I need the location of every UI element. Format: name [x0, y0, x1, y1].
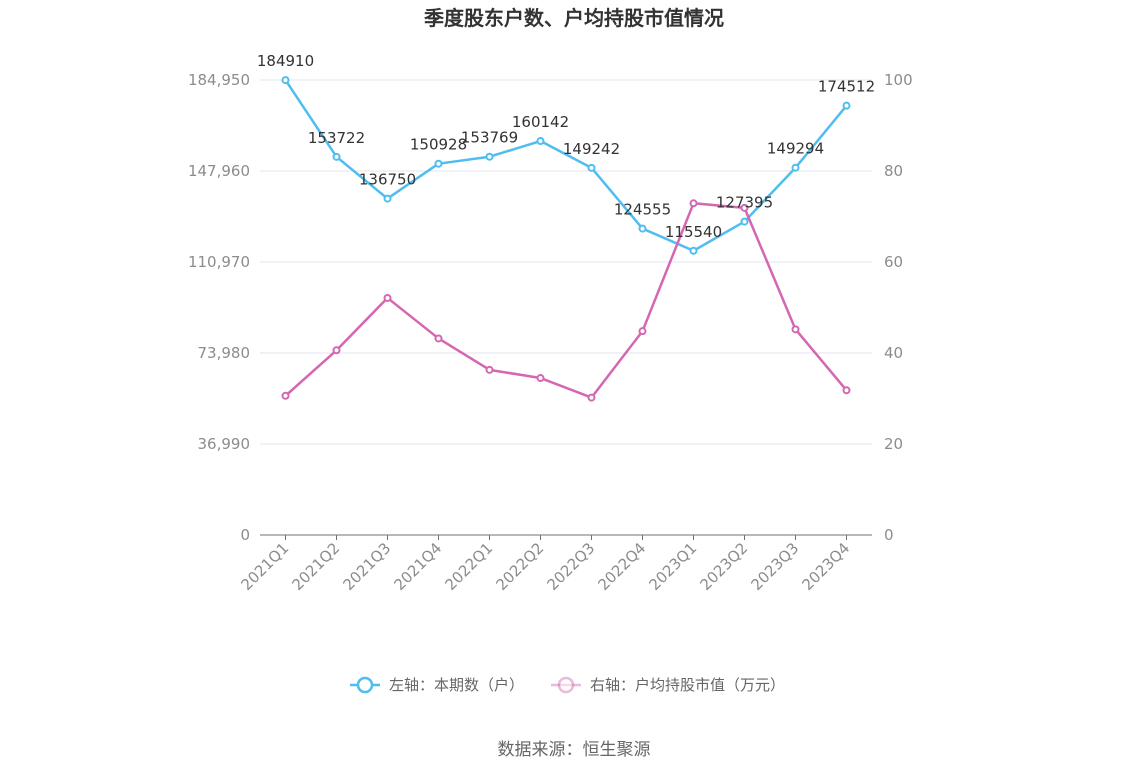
series-point-1[interactable]: [281, 391, 290, 400]
series-point-0[interactable]: [638, 224, 647, 233]
series-point-1[interactable]: [383, 293, 392, 302]
data-label: 160142: [512, 113, 569, 131]
series-point-1[interactable]: [791, 325, 800, 334]
legend-label: 右轴：户均持股市值（万元）: [590, 676, 785, 694]
data-label: 149242: [563, 140, 620, 158]
y-right-tick-label: 60: [884, 253, 903, 271]
series-line-0: [284, 79, 848, 253]
data-label: 115540: [665, 223, 722, 241]
series-point-0[interactable]: [536, 137, 545, 146]
series-point-0[interactable]: [791, 163, 800, 172]
y-right-tick-label: 40: [884, 344, 903, 362]
series-point-1[interactable]: [587, 393, 596, 402]
data-label: 150928: [410, 136, 467, 154]
y-right-tick-label: 100: [884, 71, 913, 89]
y-right-tick-label: 80: [884, 162, 903, 180]
series-point-1[interactable]: [740, 203, 749, 212]
data-label: 184910: [257, 52, 314, 70]
series-point-1[interactable]: [434, 334, 443, 343]
legend-item-0[interactable]: 左轴：本期数（户）: [350, 676, 524, 694]
series-point-0[interactable]: [434, 159, 443, 168]
source-label: 数据来源：恒生聚源: [498, 740, 651, 760]
x-tick-label: 2021Q2: [289, 539, 344, 594]
series-point-1[interactable]: [689, 199, 698, 208]
series-point-0[interactable]: [332, 152, 341, 161]
data-label: 136750: [359, 171, 416, 189]
series-point-0[interactable]: [587, 163, 596, 172]
series-point-0[interactable]: [740, 217, 749, 226]
data-label: 174512: [818, 78, 875, 96]
x-tick-label: 2023Q3: [748, 539, 803, 594]
chart-title: 季度股东户数、户均持股市值情况: [423, 6, 724, 30]
x-tick-label: 2022Q3: [544, 539, 599, 594]
legend[interactable]: 左轴：本期数（户） 右轴：户均持股市值（万元）: [350, 676, 785, 694]
x-tick-label: 2023Q2: [697, 539, 752, 594]
series-point-0[interactable]: [383, 194, 392, 203]
data-label: 153769: [461, 129, 518, 147]
y-right-tick-label: 20: [884, 435, 903, 453]
x-tick-label: 2023Q1: [646, 539, 701, 594]
y-left-tick-label: 73,980: [198, 344, 251, 362]
data-label: 124555: [614, 201, 671, 219]
legend-marker-icon: [356, 676, 374, 694]
x-tick-label: 2022Q1: [442, 539, 497, 594]
series-point-0[interactable]: [485, 152, 494, 161]
x-tick-label: 2021Q1: [238, 539, 293, 594]
series-point-1[interactable]: [536, 374, 545, 383]
series-point-1[interactable]: [332, 346, 341, 355]
x-tick-label: 2023Q4: [799, 539, 854, 594]
y-left-tick-label: 147,960: [188, 162, 250, 180]
legend-label: 左轴：本期数（户）: [389, 676, 524, 694]
x-tick-label: 2022Q4: [595, 539, 650, 594]
data-label: 153722: [308, 129, 365, 147]
series-point-0[interactable]: [281, 76, 290, 85]
data-label: 149294: [767, 140, 824, 158]
series-point-0[interactable]: [842, 101, 851, 110]
x-tick-label: 2021Q4: [391, 539, 446, 594]
series-point-1[interactable]: [842, 386, 851, 395]
y-right-tick-label: 0: [884, 526, 894, 544]
y-left-tick-label: 184,950: [188, 71, 250, 89]
data-label: 127395: [716, 194, 773, 212]
series-lines: [281, 76, 851, 402]
legend-item-1[interactable]: 右轴：户均持股市值（万元）: [551, 676, 785, 694]
legend-marker-icon: [557, 676, 575, 694]
grid-lines: [260, 79, 872, 445]
x-tick-label: 2022Q2: [493, 539, 548, 594]
series-point-1[interactable]: [485, 365, 494, 374]
series-line-1: [284, 202, 848, 399]
y-left-tick-label: 110,970: [188, 253, 250, 271]
x-tick-label: 2021Q3: [340, 539, 395, 594]
y-left-tick-label: 36,990: [198, 435, 251, 453]
series-point-1[interactable]: [638, 327, 647, 336]
series-point-0[interactable]: [689, 246, 698, 255]
y-left-tick-label: 0: [240, 526, 250, 544]
